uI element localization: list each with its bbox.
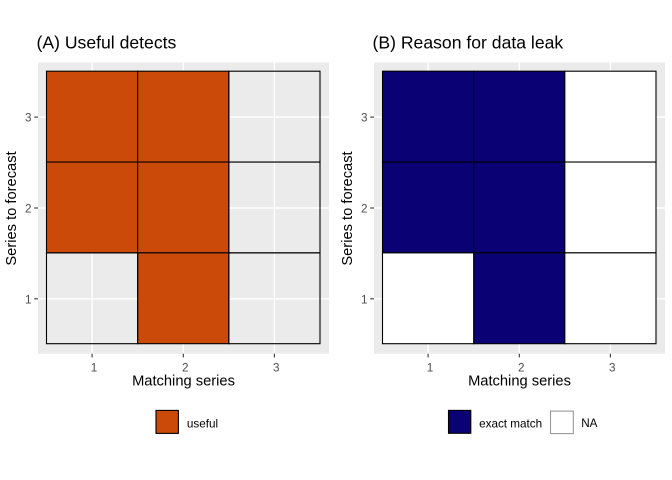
svg-text:1: 1 xyxy=(91,362,98,375)
svg-text:3: 3 xyxy=(25,112,32,125)
svg-text:Series to forecast: Series to forecast xyxy=(340,151,356,265)
svg-text:Matching series: Matching series xyxy=(132,373,235,389)
svg-text:3: 3 xyxy=(609,362,616,375)
svg-text:1: 1 xyxy=(361,293,368,306)
svg-text:NA: NA xyxy=(581,417,597,430)
svg-text:exact match: exact match xyxy=(479,418,542,431)
svg-text:2: 2 xyxy=(25,203,32,216)
svg-text:(A) Useful detects: (A) Useful detects xyxy=(37,33,177,53)
svg-text:Series to forecast: Series to forecast xyxy=(4,151,20,265)
svg-text:2: 2 xyxy=(182,362,189,375)
svg-text:Matching series: Matching series xyxy=(468,373,571,389)
svg-text:1: 1 xyxy=(427,362,434,375)
svg-text:3: 3 xyxy=(273,362,280,375)
svg-text:1: 1 xyxy=(25,293,32,306)
svg-text:2: 2 xyxy=(518,362,525,375)
svg-text:3: 3 xyxy=(361,112,368,125)
svg-text:useful: useful xyxy=(187,418,218,431)
svg-text:(B) Reason for data leak: (B) Reason for data leak xyxy=(373,33,564,53)
svg-text:2: 2 xyxy=(361,203,368,216)
